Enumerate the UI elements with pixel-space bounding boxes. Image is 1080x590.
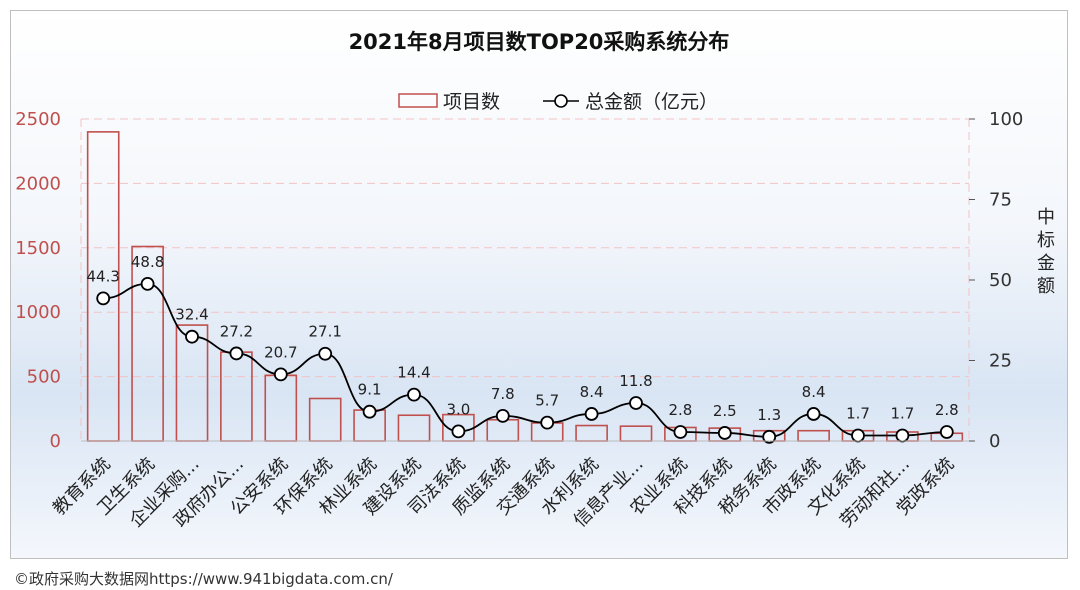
chart-svg: 教育系统卫生系统企业采购...政府办公...公安系统环保系统林业系统建设系统司法… xyxy=(15,30,1055,532)
bar-10 xyxy=(486,418,520,442)
data-label: 2.8 xyxy=(935,401,959,419)
line-point-12 xyxy=(584,407,599,421)
line-point-3 xyxy=(185,329,199,344)
legend-line-label: 总金额（亿元） xyxy=(585,91,718,113)
y-left-tick-label: 2000 xyxy=(15,173,61,194)
data-label: 1.3 xyxy=(757,406,781,424)
y-right-axis-title-char: 额 xyxy=(1037,276,1055,297)
y-left-tick-label: 500 xyxy=(27,367,61,388)
legend: 项目数 总金额（亿元） xyxy=(398,91,718,113)
data-label: 8.4 xyxy=(580,383,604,401)
data-label: 3.0 xyxy=(446,400,470,418)
line-point-15 xyxy=(717,426,732,440)
bar-17 xyxy=(797,429,830,442)
y-right-axis-title-char: 中 xyxy=(1037,207,1055,228)
legend-bar-swatch xyxy=(398,93,438,108)
y-left-tick-label: 2500 xyxy=(15,109,61,130)
data-label: 14.4 xyxy=(397,364,430,382)
line-point-9 xyxy=(451,424,466,439)
data-label: 48.8 xyxy=(131,253,164,271)
line-point-8 xyxy=(407,387,421,402)
y-right-tick-label: 100 xyxy=(989,109,1023,130)
bar-12 xyxy=(575,424,608,442)
data-label: 27.1 xyxy=(308,323,341,341)
chart-title: 2021年8月项目数TOP20采购系统分布 xyxy=(349,30,730,54)
line-point-6 xyxy=(318,346,333,361)
data-label: 1.7 xyxy=(846,405,870,423)
bar-6 xyxy=(308,397,342,442)
data-label: 2.5 xyxy=(713,402,737,420)
bar-13 xyxy=(619,425,653,442)
legend-line-marker xyxy=(554,94,568,108)
data-label: 44.3 xyxy=(86,267,119,285)
data-label: 2.8 xyxy=(668,401,692,419)
y-right-tick-label: 50 xyxy=(989,270,1012,291)
data-label: 5.7 xyxy=(535,392,559,410)
bar-5 xyxy=(264,374,298,442)
y-right-tick-label: 75 xyxy=(989,190,1012,211)
data-label: 8.4 xyxy=(802,383,826,401)
line-point-13 xyxy=(629,396,643,410)
line-point-11 xyxy=(540,415,555,430)
data-label: 27.2 xyxy=(220,322,253,340)
legend-bar-label: 项目数 xyxy=(443,91,500,113)
y-right-axis-title-char: 金 xyxy=(1037,253,1055,274)
line-point-18 xyxy=(851,428,865,443)
line-point-10 xyxy=(495,408,510,423)
bar-1 xyxy=(86,131,120,442)
line-point-1 xyxy=(96,291,111,306)
y-right-axis-title-char: 标 xyxy=(1037,230,1055,251)
line-point-19 xyxy=(895,428,910,443)
line-point-14 xyxy=(673,425,688,439)
data-label: 7.8 xyxy=(491,385,515,403)
data-label: 20.7 xyxy=(264,343,297,361)
footer-copyright: ©政府采购大数据网https://www.941bigdata.com.cn/ xyxy=(14,570,393,588)
y-left-tick-label: 0 xyxy=(50,431,61,452)
line-point-7 xyxy=(362,404,377,419)
y-right-tick-label: 0 xyxy=(989,431,1000,452)
y-left-tick-label: 1500 xyxy=(15,238,61,259)
line-point-20 xyxy=(939,425,954,439)
line-point-4 xyxy=(229,346,244,361)
line-point-5 xyxy=(273,367,288,382)
line-point-2 xyxy=(140,276,155,291)
data-label: 9.1 xyxy=(358,381,382,399)
data-label: 32.4 xyxy=(175,306,208,324)
chart-frame: 教育系统 卫生系统 企业采购... 政府办公... 公安系统 环保系统 林业系统 建设系统 司法… xyxy=(10,10,1068,559)
y-right-tick-label: 25 xyxy=(989,351,1012,372)
y-left-tick-label: 1000 xyxy=(15,302,61,323)
bar-2 xyxy=(131,245,164,442)
data-label: 11.8 xyxy=(619,372,652,390)
bar-8 xyxy=(397,414,431,442)
bar-4 xyxy=(220,351,253,442)
line-point-16 xyxy=(762,429,777,444)
line-point-17 xyxy=(806,407,821,421)
data-label: 1.7 xyxy=(890,405,914,423)
